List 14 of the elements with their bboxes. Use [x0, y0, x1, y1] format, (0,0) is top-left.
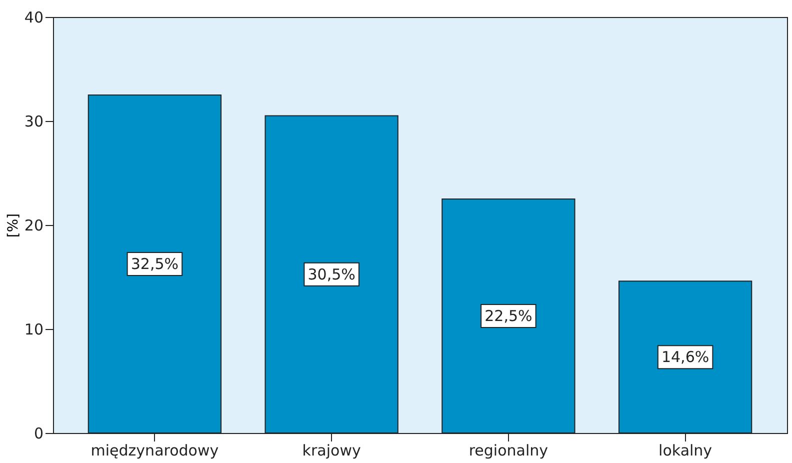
y-tick-label: 40: [24, 8, 44, 26]
y-tick-label: 0: [34, 424, 44, 442]
x-tick-label: krajowy: [302, 442, 361, 460]
y-axis-title: [%]: [5, 213, 22, 238]
data-label: 14,6%: [661, 348, 710, 366]
data-label: 30,5%: [308, 265, 356, 284]
x-tick-label: międzynarodowy: [90, 442, 219, 460]
y-tick-label: 10: [24, 320, 44, 338]
data-label: 32,5%: [130, 255, 179, 273]
x-tick-label: regionalny: [468, 442, 548, 460]
data-label: 22,5%: [484, 307, 532, 325]
x-tick-label: lokalny: [658, 442, 712, 460]
y-tick-label: 20: [24, 216, 44, 234]
y-tick-label: 30: [24, 112, 44, 130]
